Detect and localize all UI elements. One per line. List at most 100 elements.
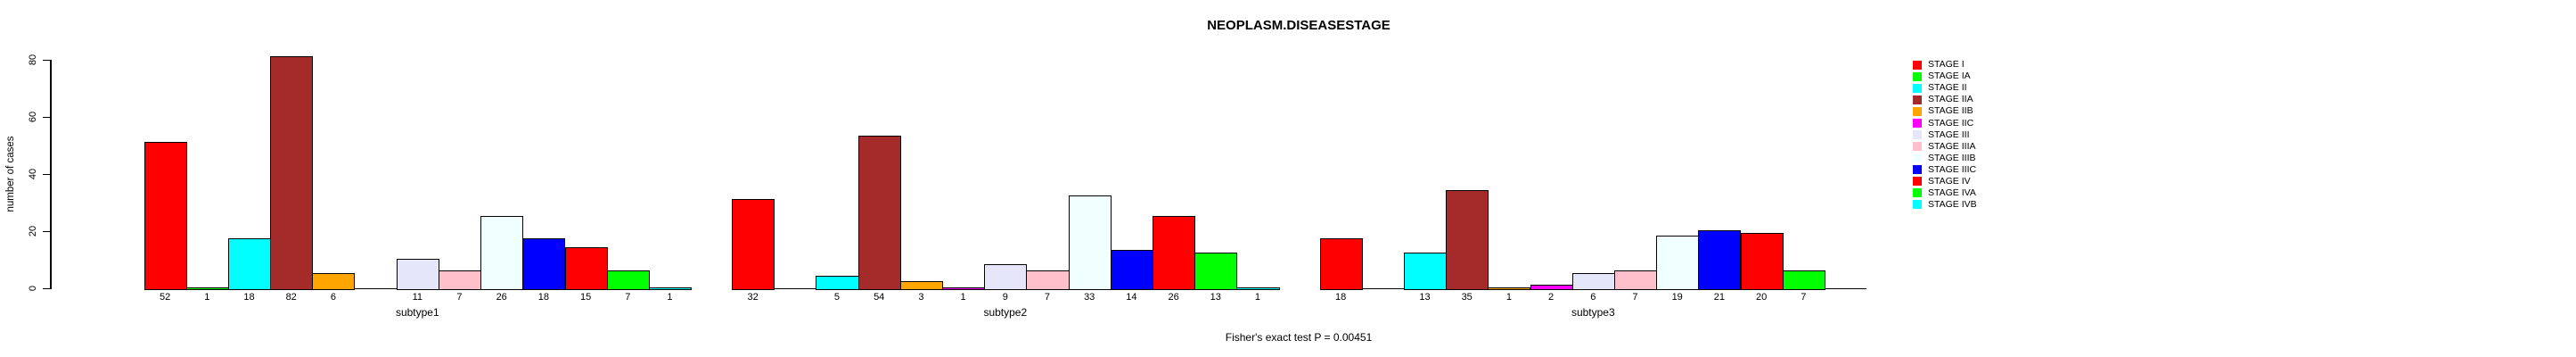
bar-value-label: 1 (204, 292, 210, 303)
legend-label: STAGE IVB (1928, 198, 1977, 210)
bar-value-label: 19 (1671, 292, 1683, 303)
legend-swatch (1913, 164, 1922, 174)
bar-value-label: 7 (625, 292, 631, 303)
bar-subtype3-stage-iva (1782, 270, 1825, 290)
bar-value-label: 26 (1168, 292, 1179, 303)
legend-label: STAGE II (1928, 82, 1967, 94)
bar-value-label: 52 (159, 292, 171, 303)
legend-swatch (1913, 83, 1922, 93)
bar-subtype1-stage-iia (270, 55, 314, 290)
bar-subtype2-stage-iiic (1110, 249, 1153, 290)
bar-value-label: 5 (833, 292, 841, 303)
bar-value-label: 6 (1590, 292, 1596, 303)
legend-entry: STAGE IIIC (1913, 163, 1977, 175)
legend-entry: STAGE II (1913, 82, 1977, 94)
bar-subtype3-stage-iiia (1613, 270, 1658, 290)
legend-swatch (1913, 129, 1922, 139)
legend-label: STAGE IIB (1928, 105, 1973, 117)
legend-swatch (1913, 153, 1922, 162)
bar-subtype2-stage-iiib (1068, 195, 1112, 290)
bar-subtype3-stage-iiib (1656, 235, 1700, 290)
legend-swatch (1913, 200, 1922, 210)
legend-label: STAGE IIIC (1928, 163, 1977, 175)
bar-value-label: 9 (1002, 292, 1008, 303)
bar-value-label: 7 (1801, 292, 1807, 303)
legend-entry: STAGE IVB (1913, 199, 1977, 211)
y-tick (43, 287, 50, 289)
bar-value-label: 35 (1461, 292, 1473, 303)
bar-subtype1-stage-iii (396, 258, 439, 290)
bar-subtype2-stage-iva (1194, 252, 1238, 290)
bar-value-label: 1 (1254, 292, 1261, 303)
bar-subtype1-stage-ivb (648, 286, 693, 290)
legend-label: STAGE IV (1928, 175, 1971, 187)
bar-value-label: 7 (456, 292, 463, 303)
bar-subtype2-stage-iia (857, 135, 901, 290)
bar-subtype2-stage-iic (942, 286, 986, 290)
y-tick (43, 230, 50, 232)
y-tick-label: 0 (28, 285, 38, 292)
bar-subtype2-stage-iib (899, 280, 943, 290)
legend-swatch (1913, 188, 1922, 198)
bar-value-label: 54 (874, 292, 885, 303)
bar-subtype3-stage-iia (1446, 189, 1489, 290)
legend-entry: STAGE III (1913, 129, 1977, 140)
bar-subtype3-stage-iv (1740, 232, 1784, 290)
y-tick (43, 116, 50, 118)
bar-subtype1-stage-iiib (480, 215, 524, 290)
bar-value-label: 32 (747, 292, 759, 303)
bar-value-label: 33 (1084, 292, 1095, 303)
legend-entry: STAGE IIA (1913, 94, 1977, 105)
y-axis-label: number of cases (5, 136, 16, 212)
legend-swatch (1913, 60, 1922, 70)
bar-value-label: 14 (1126, 292, 1137, 303)
bar-value-label: 7 (1632, 292, 1638, 303)
y-tick (43, 173, 50, 175)
bar-subtype2-stage-i (732, 198, 775, 290)
legend-entry: STAGE IA (1913, 71, 1977, 82)
bar-value-label: 26 (496, 292, 507, 303)
legend-label: STAGE IVA (1928, 187, 1976, 198)
y-tick-label: 20 (28, 225, 38, 237)
legend-entry: STAGE IIB (1913, 105, 1977, 117)
bar-subtype2-stage-ivb (1236, 286, 1280, 290)
bar-subtype1-stage-iiic (522, 237, 566, 290)
legend-swatch (1913, 95, 1922, 104)
bar-subtype2-stage-iv (1153, 215, 1196, 290)
y-tick-label: 40 (28, 168, 38, 180)
bar-value-label: 20 (1755, 292, 1768, 303)
legend-entry: STAGE IIC (1913, 117, 1977, 129)
legend-label: STAGE IIC (1928, 117, 1974, 129)
bar-value-label: 21 (1713, 292, 1726, 303)
bar-value-label: 82 (285, 292, 297, 303)
bar-value-label: 15 (579, 292, 592, 303)
legend-swatch (1913, 141, 1922, 151)
bar-value-label: 6 (330, 292, 336, 303)
bar-value-label: 13 (1419, 292, 1431, 303)
legend-label: STAGE IA (1928, 71, 1971, 82)
y-axis (50, 60, 52, 289)
legend-swatch (1913, 118, 1922, 128)
legend-entry: STAGE IV (1913, 175, 1977, 187)
bar-group-subtype2: 32 5 54 3 1 9 7 33 14 26 13 1 subtype2 (732, 54, 1280, 319)
stat-caption: Fisher's exact test P = 0.00451 (1225, 331, 1373, 344)
bar-subtype1-stage-ii (227, 237, 272, 290)
legend-entry: STAGE IVA (1913, 187, 1977, 199)
bar-subtype3-stage-iiic (1698, 229, 1742, 290)
legend: STAGE I STAGE IA STAGE II STAGE IIA STAGE II… (1913, 59, 1977, 211)
bar-value-label: 11 (412, 292, 422, 303)
bar-value-label: 18 (537, 292, 550, 303)
bar-value-label: 13 (1210, 292, 1221, 303)
bar-subtype1-stage-ia (185, 286, 229, 290)
bar-subtype3-stage-ii (1403, 252, 1448, 290)
legend-entry: STAGE I (1913, 59, 1977, 71)
bar-value-label: 1 (960, 292, 966, 303)
bar-subtype1-stage-iv (564, 246, 608, 290)
x-group-label-subtype2: subtype2 (983, 306, 1028, 319)
legend-label: STAGE IIIA (1928, 140, 1976, 152)
bar-subtype2-stage-iii (984, 263, 1028, 290)
bar-value-label: 18 (243, 292, 255, 303)
legend-swatch (1913, 176, 1922, 186)
bar-subtype1-stage-iib (312, 272, 356, 290)
